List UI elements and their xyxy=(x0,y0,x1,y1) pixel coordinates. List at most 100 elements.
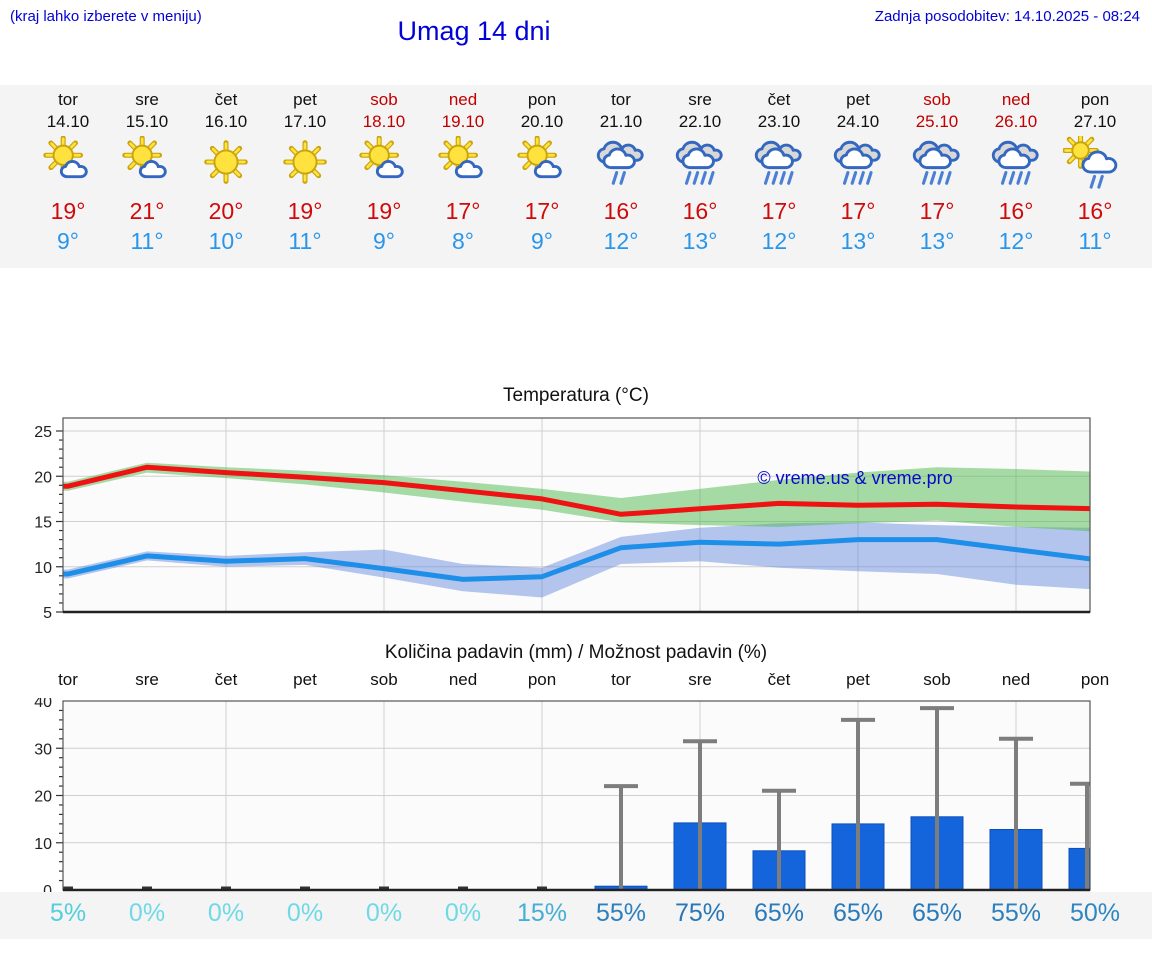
high-temp-label: 21° xyxy=(129,198,165,224)
day-label: sre xyxy=(135,670,159,689)
day-label: pet xyxy=(846,670,870,689)
forecast-strip: tor 14.10 19° 9° sre 15.10 21° 11° čet 16.10 20° 10… xyxy=(0,85,1152,268)
temperature-chart-title: Temperatura (°C) xyxy=(503,385,649,406)
precip-whiskers xyxy=(604,706,1090,890)
svg-text:25: 25 xyxy=(34,424,52,441)
low-temp-label: 10° xyxy=(208,228,244,254)
day-name-label: pon xyxy=(1080,90,1110,109)
precip-percent-label: 75% xyxy=(674,899,726,927)
svg-text:10: 10 xyxy=(34,560,52,577)
forecast-day-column: sre 15.10 21° 11° xyxy=(108,85,187,268)
high-temp-label: 17° xyxy=(761,198,797,224)
date-label: 24.10 xyxy=(836,112,880,131)
low-temp-label: 12° xyxy=(761,228,797,254)
zero-precip-mark xyxy=(537,886,547,890)
day-name-label: ned xyxy=(1001,90,1031,109)
high-temp-label: 17° xyxy=(445,198,481,224)
weather-icon partly-sunny-icon xyxy=(438,136,483,179)
location-hint: (kraj lahko izberete v meniju) xyxy=(10,8,202,25)
weather-icon partly-sunny-icon xyxy=(517,136,562,179)
high-temp-label: 17° xyxy=(840,198,876,224)
date-label: 17.10 xyxy=(283,112,327,131)
low-temp-label: 12° xyxy=(603,228,639,254)
high-temp-label: 19° xyxy=(366,198,402,224)
day-name-label: sob xyxy=(923,90,951,109)
day-label: pon xyxy=(527,670,557,689)
forecast-day-column: ned 26.10 16° 12° xyxy=(977,85,1056,268)
low-temp-label: 9° xyxy=(57,228,79,254)
precip-percent-label: 0% xyxy=(444,899,482,927)
svg-text:30: 30 xyxy=(34,741,52,758)
low-temp-label: 11° xyxy=(130,228,164,254)
weather-icon rain-icon xyxy=(675,140,723,185)
precip-percent-label: 5% xyxy=(49,899,87,927)
forecast-day-column: sre 22.10 16° 13° xyxy=(661,85,740,268)
precip-percent-label: 15% xyxy=(516,899,568,927)
weather-icon light-rain-icon xyxy=(596,140,644,185)
date-label: 18.10 xyxy=(362,112,406,131)
day-label: tor xyxy=(611,670,631,689)
day-name-label: sre xyxy=(688,90,712,109)
svg-text:15: 15 xyxy=(34,515,52,532)
svg-text:5: 5 xyxy=(43,605,52,622)
date-label: 20.10 xyxy=(520,112,564,131)
forecast-day-column: pet 17.10 19° 11° xyxy=(266,85,345,268)
precip-percent-row: 5% 0% 0% 0% 0% 0% 15% 55% 75% 65% 65% 65% 55% 50% xyxy=(0,892,1152,939)
low-temp-label: 11° xyxy=(288,228,322,254)
precip-percent-label: 65% xyxy=(911,899,963,927)
svg-text:10: 10 xyxy=(34,836,52,853)
low-temp-label: 13° xyxy=(919,228,955,254)
date-label: 19.10 xyxy=(441,112,485,131)
svg-text:20: 20 xyxy=(34,789,52,806)
high-temp-label: 20° xyxy=(208,198,244,224)
forecast-day-column: pon 27.10 16° 11° xyxy=(1056,85,1135,268)
day-label: sre xyxy=(688,670,712,689)
zero-precip-mark xyxy=(379,886,389,890)
date-label: 27.10 xyxy=(1073,112,1117,131)
weather-icon rain-icon xyxy=(991,140,1039,185)
watermark: © vreme.us & vreme.pro xyxy=(757,468,952,488)
temperature-lines xyxy=(63,464,1090,582)
day-label: pet xyxy=(293,670,317,689)
day-name-label: pet xyxy=(846,90,870,109)
weather-icon rain-icon xyxy=(754,140,802,185)
high-temp-label: 17° xyxy=(524,198,560,224)
low-temp-label: 11° xyxy=(1078,228,1112,254)
precip-percent-label: 55% xyxy=(595,899,647,927)
svg-text:20: 20 xyxy=(34,469,52,486)
zero-precip-mark xyxy=(142,886,152,890)
forecast-day-column: tor 14.10 19° 9° xyxy=(29,85,108,268)
date-label: 23.10 xyxy=(757,112,801,131)
forecast-day-column: ned 19.10 17° 8° xyxy=(424,85,503,268)
weather-icon partly-sunny-icon xyxy=(43,136,88,179)
date-label: 22.10 xyxy=(678,112,722,131)
precip-percent-label: 65% xyxy=(832,899,884,927)
precip-percent-label: 0% xyxy=(286,899,324,927)
date-label: 21.10 xyxy=(599,112,643,131)
forecast-day-column: pon 20.10 17° 9° xyxy=(503,85,582,268)
date-label: 14.10 xyxy=(46,112,90,131)
day-label: ned xyxy=(448,670,478,689)
day-label: tor xyxy=(58,670,78,689)
last-updated: Zadnja posodobitev: 14.10.2025 - 08:24 xyxy=(874,8,1140,25)
day-name-label: pet xyxy=(293,90,317,109)
date-label: 26.10 xyxy=(994,112,1038,131)
weather-icon partly-sunny-icon xyxy=(359,136,404,179)
forecast-day-column: čet 23.10 17° 12° xyxy=(740,85,819,268)
high-temp-label: 16° xyxy=(998,198,1034,224)
forecast-day-column: pet 24.10 17° 13° xyxy=(819,85,898,268)
low-temp-label: 13° xyxy=(682,228,718,254)
day-name-label: sre xyxy=(135,90,159,109)
forecast-day-column: sob 18.10 19° 9° xyxy=(345,85,424,268)
forecast-day-column: tor 21.10 16° 12° xyxy=(582,85,661,268)
precip-percent-label: 0% xyxy=(207,899,245,927)
svg-text:40: 40 xyxy=(34,698,52,711)
day-name-label: čet xyxy=(214,90,238,109)
zero-precip-mark xyxy=(458,886,468,890)
zero-precip-mark xyxy=(63,886,73,890)
low-temp-label: 9° xyxy=(531,228,553,254)
day-label: sob xyxy=(370,670,398,689)
day-name-label: sob xyxy=(370,90,398,109)
precipitation-chart: 0 10 20 30 40 xyxy=(34,698,1091,894)
